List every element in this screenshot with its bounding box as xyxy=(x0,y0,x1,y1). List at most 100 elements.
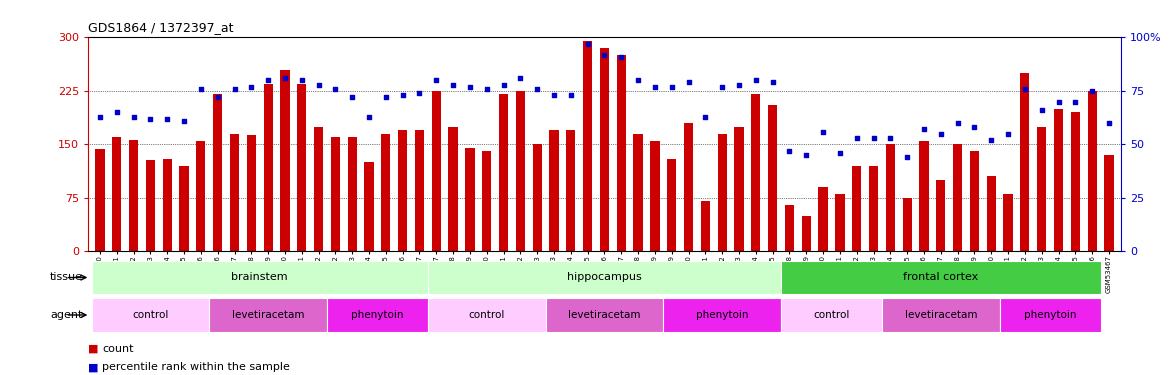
Point xyxy=(512,75,530,81)
Text: levetiracetam: levetiracetam xyxy=(904,310,977,320)
Bar xyxy=(953,144,962,251)
Point xyxy=(948,120,967,126)
Bar xyxy=(1070,112,1080,251)
Bar xyxy=(684,123,693,251)
Bar xyxy=(247,135,256,251)
Bar xyxy=(428,261,781,294)
Point xyxy=(461,84,480,90)
Bar xyxy=(432,91,441,251)
Point xyxy=(107,110,126,116)
Point xyxy=(1083,88,1102,94)
Bar xyxy=(853,166,861,251)
Point xyxy=(208,94,227,100)
Text: phenytoin: phenytoin xyxy=(696,310,748,320)
Point xyxy=(915,126,934,132)
Bar xyxy=(213,94,222,251)
Bar xyxy=(209,298,327,332)
Point xyxy=(125,114,143,120)
Text: levetiracetam: levetiracetam xyxy=(568,310,641,320)
Text: control: control xyxy=(132,310,168,320)
Point xyxy=(713,84,731,90)
Bar xyxy=(784,205,794,251)
Point xyxy=(242,84,261,90)
Bar xyxy=(263,84,273,251)
Bar xyxy=(546,298,663,332)
Text: frontal cortex: frontal cortex xyxy=(903,273,978,282)
Bar xyxy=(298,84,307,251)
Text: phenytoin: phenytoin xyxy=(352,310,403,320)
Bar xyxy=(667,159,676,251)
Point xyxy=(763,80,782,86)
Bar xyxy=(886,144,895,251)
Bar xyxy=(802,216,811,251)
Point xyxy=(410,90,429,96)
Text: count: count xyxy=(102,344,134,354)
Point xyxy=(579,41,597,47)
Bar xyxy=(92,298,209,332)
Point xyxy=(646,84,664,90)
Bar xyxy=(229,134,239,251)
Bar xyxy=(549,130,559,251)
Point xyxy=(326,86,345,92)
Point xyxy=(309,81,328,87)
Bar xyxy=(701,201,710,251)
Point xyxy=(91,114,109,120)
Text: tissue: tissue xyxy=(49,273,82,282)
Point xyxy=(1065,99,1084,105)
Point xyxy=(427,77,446,83)
Bar xyxy=(448,126,457,251)
Bar xyxy=(180,166,188,251)
Bar xyxy=(970,152,980,251)
Bar xyxy=(600,48,609,251)
Bar xyxy=(920,141,929,251)
Bar xyxy=(1054,109,1063,251)
Point xyxy=(528,86,547,92)
Bar xyxy=(566,130,575,251)
Point xyxy=(679,80,697,86)
Bar xyxy=(314,126,323,251)
Point xyxy=(814,129,833,135)
Point xyxy=(1033,107,1051,113)
Bar xyxy=(781,261,1101,294)
Text: percentile rank within the sample: percentile rank within the sample xyxy=(102,363,290,372)
Point xyxy=(965,124,984,130)
Point xyxy=(998,130,1017,136)
Bar xyxy=(663,298,781,332)
Text: control: control xyxy=(814,310,850,320)
Bar xyxy=(196,141,206,251)
Bar xyxy=(415,130,425,251)
Bar xyxy=(902,198,911,251)
Bar xyxy=(882,298,1000,332)
Point xyxy=(259,77,278,83)
Bar xyxy=(466,148,475,251)
Bar xyxy=(768,105,777,251)
Bar xyxy=(95,149,105,251)
Point xyxy=(747,77,766,83)
Text: agent: agent xyxy=(49,310,82,320)
Point xyxy=(1049,99,1068,105)
Bar xyxy=(327,298,428,332)
Bar xyxy=(634,134,643,251)
Text: brainstem: brainstem xyxy=(232,273,288,282)
Point xyxy=(662,84,681,90)
Bar xyxy=(583,41,593,251)
Point xyxy=(897,154,916,160)
Point xyxy=(696,114,715,120)
Bar xyxy=(516,91,524,251)
Point xyxy=(982,137,1001,143)
Bar xyxy=(112,137,121,251)
Bar xyxy=(162,159,172,251)
Bar xyxy=(936,180,946,251)
Point xyxy=(443,81,462,87)
Text: hippocampus: hippocampus xyxy=(567,273,642,282)
Bar xyxy=(717,134,727,251)
Bar xyxy=(397,130,407,251)
Point xyxy=(376,94,395,100)
Point xyxy=(225,86,243,92)
Bar xyxy=(365,162,374,251)
Point xyxy=(393,92,412,98)
Bar xyxy=(482,152,492,251)
Point xyxy=(544,92,563,98)
Bar xyxy=(835,194,844,251)
Point xyxy=(343,94,362,100)
